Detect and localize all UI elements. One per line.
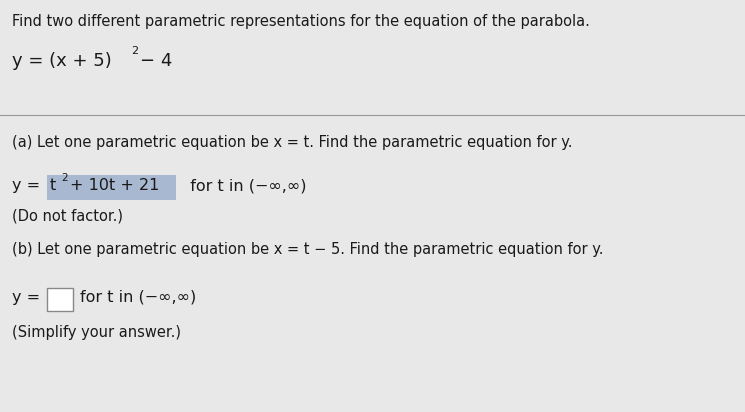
Text: 2: 2	[61, 173, 68, 183]
Text: y =: y =	[12, 178, 45, 193]
FancyBboxPatch shape	[47, 288, 73, 311]
Text: y = (x + 5): y = (x + 5)	[12, 52, 112, 70]
Text: (b) Let one parametric equation be x = t − 5. Find the parametric equation for y: (b) Let one parametric equation be x = t…	[12, 242, 603, 257]
Text: (Do not factor.): (Do not factor.)	[12, 208, 123, 223]
Text: (a) Let one parametric equation be x = t. Find the parametric equation for y.: (a) Let one parametric equation be x = t…	[12, 135, 572, 150]
Text: t: t	[50, 178, 57, 193]
Text: (Simplify your answer.): (Simplify your answer.)	[12, 325, 181, 340]
Text: + 10t + 21: + 10t + 21	[70, 178, 159, 193]
Text: 2: 2	[131, 46, 138, 56]
Text: − 4: − 4	[140, 52, 172, 70]
FancyBboxPatch shape	[47, 175, 176, 200]
Text: Find two different parametric representations for the equation of the parabola.: Find two different parametric representa…	[12, 14, 590, 29]
Text: for t in (−∞,∞): for t in (−∞,∞)	[80, 290, 196, 305]
Text: y =: y =	[12, 290, 45, 305]
Text: for t in (−∞,∞): for t in (−∞,∞)	[180, 178, 306, 193]
